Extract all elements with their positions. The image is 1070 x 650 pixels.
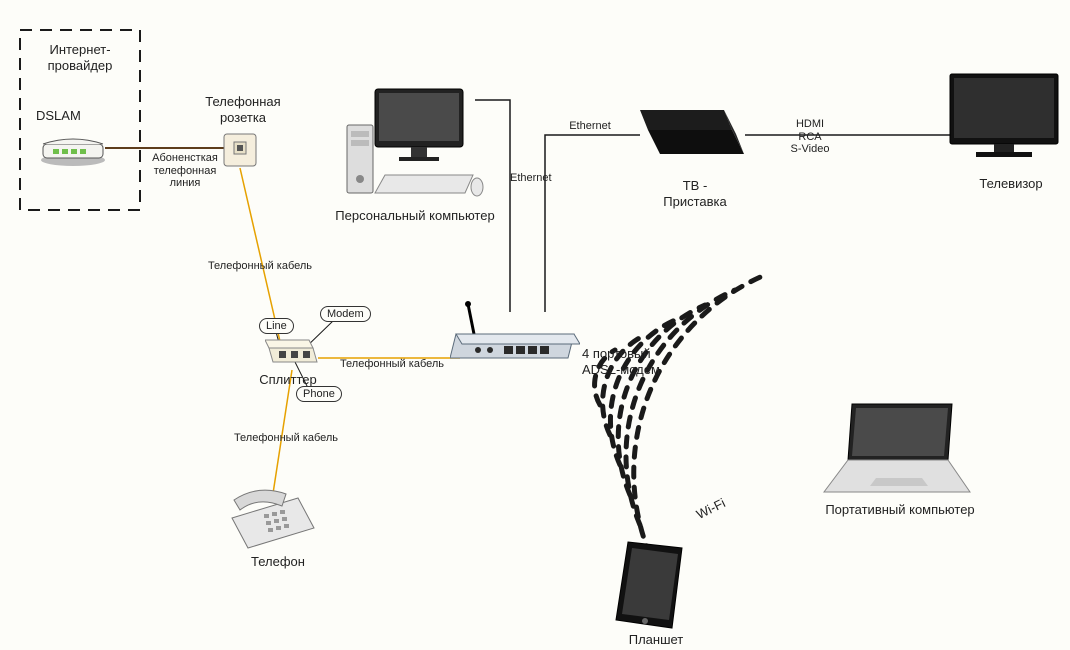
stb-label: ТВ - Приставка <box>640 178 750 209</box>
laptop-label: Портативный компьютер <box>800 502 1000 518</box>
tv-icon <box>948 72 1068 168</box>
tablet-icon <box>612 540 690 632</box>
edge-modem-stb <box>545 135 640 312</box>
phone-socket-label: Телефонная розетка <box>188 94 298 125</box>
splitter-port-modem: Modem <box>320 306 371 322</box>
edge-label-eth-stb: Ethernet <box>560 120 620 133</box>
dslam-subtitle: DSLAM <box>36 108 96 124</box>
phone-icon <box>228 488 318 554</box>
tablet-label: Планшет <box>616 632 696 648</box>
wifi-arcs <box>595 275 765 555</box>
splitter-icon <box>265 338 321 372</box>
splitter-port-phone: Phone <box>296 386 342 402</box>
modem-label: 4 портовый ADSL-модем <box>582 346 692 377</box>
stb-icon <box>640 104 748 170</box>
splitter-port-line: Line <box>259 318 294 334</box>
edge-label-telcable-1: Телефонный кабель <box>200 260 320 273</box>
pc-label: Персональный компьютер <box>310 208 520 224</box>
laptop-icon <box>822 400 972 500</box>
telephone-label: Телефон <box>238 554 318 570</box>
network-diagram: { "type": "network", "background_color":… <box>0 0 1070 650</box>
edge-label-phoneline: Абоненсткая телефонная линия <box>140 152 230 190</box>
wifi-label: Wi-Fi <box>694 496 728 523</box>
tv-label: Телевизор <box>966 176 1056 192</box>
dslam-icon <box>38 130 108 168</box>
edge-label-eth-pc: Ethernet <box>510 172 570 185</box>
edge-label-telcable-2: Телефонный кабель <box>332 358 452 371</box>
edge-label-telcable-3: Телефонный кабель <box>226 432 346 445</box>
isp-title: Интернет- провайдер <box>32 42 128 73</box>
modem-icon <box>450 300 580 372</box>
pc-icon <box>345 85 485 205</box>
edge-label-hdmi: HDMI RCA S-Video <box>780 118 840 156</box>
